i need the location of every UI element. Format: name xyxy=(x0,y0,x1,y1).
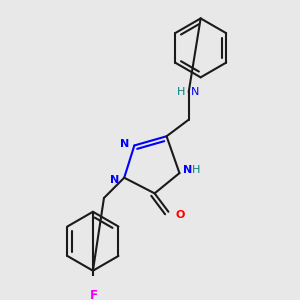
Text: F: F xyxy=(90,289,98,300)
Text: O: O xyxy=(176,211,185,220)
Text: N: N xyxy=(183,165,192,175)
Text: N: N xyxy=(121,139,130,148)
Text: H: H xyxy=(177,87,185,97)
Text: N: N xyxy=(190,87,199,97)
Text: H: H xyxy=(192,165,201,175)
Text: N: N xyxy=(110,175,120,184)
